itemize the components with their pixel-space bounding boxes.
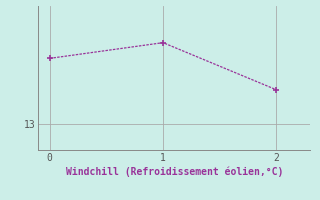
X-axis label: Windchill (Refroidissement éolien,°C): Windchill (Refroidissement éolien,°C) [66, 167, 283, 177]
